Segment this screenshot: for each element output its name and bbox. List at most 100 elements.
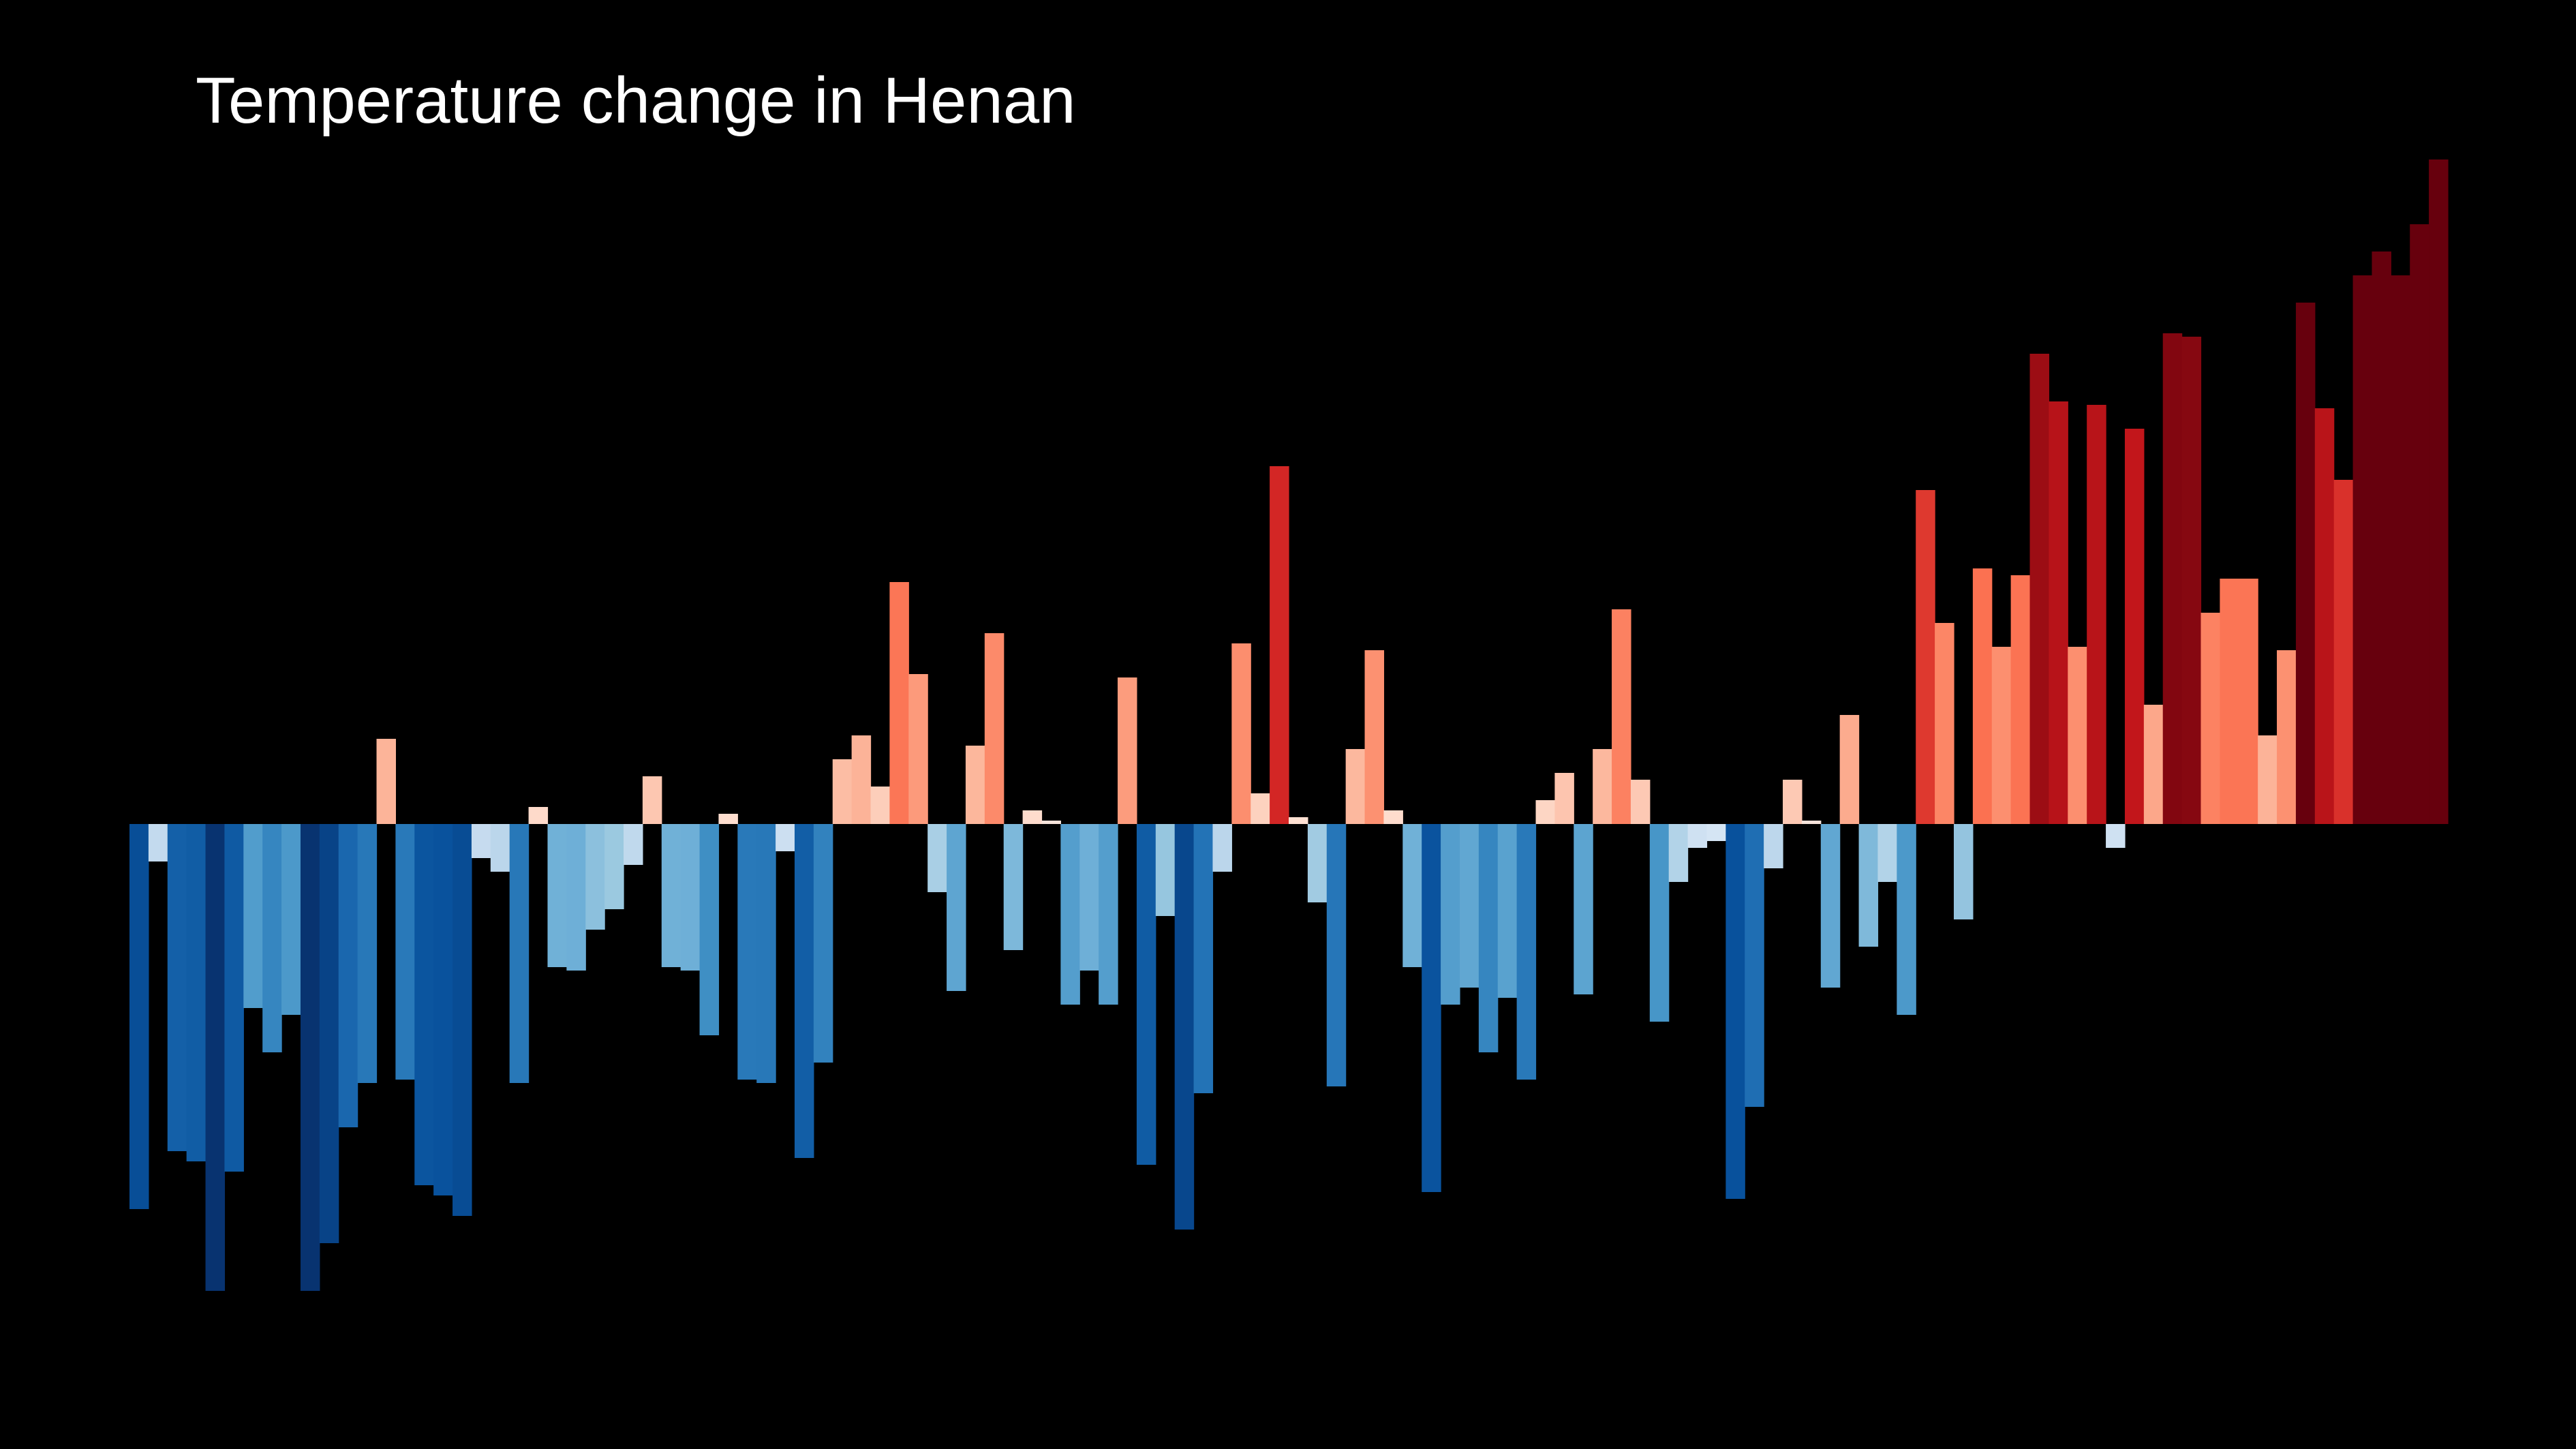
bar-22 bbox=[528, 807, 549, 824]
bar-76 bbox=[1554, 773, 1574, 824]
bar-33 bbox=[737, 824, 757, 1080]
bar-1 bbox=[129, 824, 149, 1209]
bar-121 bbox=[2410, 224, 2429, 824]
bar-54 bbox=[1136, 824, 1156, 1165]
bar-11 bbox=[319, 824, 339, 1243]
bar-14 bbox=[376, 739, 396, 824]
bar-53 bbox=[1118, 677, 1137, 824]
bar-78 bbox=[1593, 749, 1612, 824]
bar-13 bbox=[357, 824, 378, 1083]
bar-36 bbox=[794, 824, 814, 1158]
bar-94 bbox=[1897, 824, 1916, 1015]
bar-40 bbox=[870, 787, 891, 824]
bar-30 bbox=[680, 824, 701, 971]
bar-81 bbox=[1649, 824, 1670, 1022]
bar-73 bbox=[1497, 824, 1518, 998]
chart-title: Temperature change in Henan bbox=[196, 64, 1076, 137]
bar-48 bbox=[1022, 810, 1043, 824]
bar-86 bbox=[1745, 824, 1764, 1107]
bar-38 bbox=[832, 759, 853, 824]
bar-69 bbox=[1422, 824, 1441, 1192]
bar-16 bbox=[414, 824, 434, 1185]
bar-100 bbox=[2010, 575, 2031, 824]
bar-92 bbox=[1858, 824, 1879, 947]
bar-52 bbox=[1099, 824, 1118, 1005]
bar-41 bbox=[889, 582, 909, 824]
bar-96 bbox=[1935, 623, 1954, 824]
bar-49 bbox=[1041, 821, 1061, 824]
bar-21 bbox=[509, 824, 530, 1083]
bar-113 bbox=[2258, 735, 2278, 824]
bar-28 bbox=[642, 776, 662, 824]
bar-45 bbox=[965, 746, 985, 824]
bar-101 bbox=[2029, 354, 2050, 824]
bar-18 bbox=[453, 824, 472, 1216]
bar-3 bbox=[167, 824, 187, 1151]
bar-62 bbox=[1289, 817, 1308, 824]
bar-series bbox=[129, 159, 2449, 1291]
bar-50 bbox=[1060, 824, 1080, 1005]
bar-12 bbox=[338, 824, 358, 1127]
bar-74 bbox=[1516, 824, 1537, 1080]
bar-104 bbox=[2087, 405, 2106, 824]
bar-75 bbox=[1535, 800, 1555, 824]
bar-77 bbox=[1574, 824, 1593, 994]
bar-115 bbox=[2295, 303, 2316, 824]
bar-27 bbox=[624, 824, 643, 865]
bar-71 bbox=[1459, 824, 1479, 988]
bar-70 bbox=[1441, 824, 1460, 1005]
bar-111 bbox=[2220, 579, 2239, 824]
bar-119 bbox=[2372, 251, 2391, 824]
bar-84 bbox=[1706, 824, 1726, 841]
bar-37 bbox=[813, 824, 833, 1063]
bar-116 bbox=[2314, 408, 2335, 824]
bar-8 bbox=[262, 824, 282, 1052]
bar-51 bbox=[1079, 824, 1099, 971]
bar-89 bbox=[1801, 821, 1822, 824]
bar-117 bbox=[2333, 480, 2354, 824]
bar-65 bbox=[1345, 749, 1366, 824]
bar-93 bbox=[1877, 824, 1897, 882]
bar-103 bbox=[2068, 647, 2087, 824]
bar-90 bbox=[1820, 824, 1841, 988]
bar-118 bbox=[2352, 275, 2373, 824]
bar-9 bbox=[281, 824, 301, 1015]
bar-95 bbox=[1916, 490, 1935, 824]
bar-67 bbox=[1383, 810, 1403, 824]
bar-66 bbox=[1364, 650, 1385, 824]
bar-105 bbox=[2106, 824, 2126, 848]
bar-29 bbox=[661, 824, 681, 967]
bar-44 bbox=[947, 824, 966, 991]
bar-35 bbox=[776, 824, 795, 851]
bar-20 bbox=[490, 824, 510, 872]
bar-46 bbox=[984, 633, 1005, 824]
bar-107 bbox=[2143, 705, 2164, 824]
bar-39 bbox=[851, 735, 872, 824]
bar-58 bbox=[1212, 824, 1232, 872]
bar-31 bbox=[699, 824, 720, 1035]
bar-4 bbox=[186, 824, 206, 1161]
bar-110 bbox=[2201, 613, 2220, 824]
bar-34 bbox=[756, 824, 776, 1083]
bar-10 bbox=[300, 824, 320, 1291]
bar-64 bbox=[1326, 824, 1347, 1086]
bar-26 bbox=[604, 824, 624, 909]
bar-23 bbox=[547, 824, 567, 967]
bar-85 bbox=[1726, 824, 1745, 1199]
bar-122 bbox=[2429, 159, 2449, 824]
bar-79 bbox=[1612, 609, 1631, 824]
bar-5 bbox=[205, 824, 226, 1291]
bar-59 bbox=[1231, 643, 1251, 824]
bar-42 bbox=[908, 674, 928, 824]
bar-57 bbox=[1193, 824, 1214, 1093]
bar-61 bbox=[1270, 466, 1289, 824]
bar-98 bbox=[1972, 568, 1993, 824]
bar-24 bbox=[566, 824, 586, 971]
bar-97 bbox=[1953, 824, 1974, 919]
bar-7 bbox=[243, 824, 263, 1008]
bar-60 bbox=[1251, 793, 1270, 824]
bar-56 bbox=[1174, 824, 1195, 1230]
bar-19 bbox=[471, 824, 491, 858]
bar-106 bbox=[2124, 429, 2145, 824]
bar-88 bbox=[1783, 780, 1803, 824]
